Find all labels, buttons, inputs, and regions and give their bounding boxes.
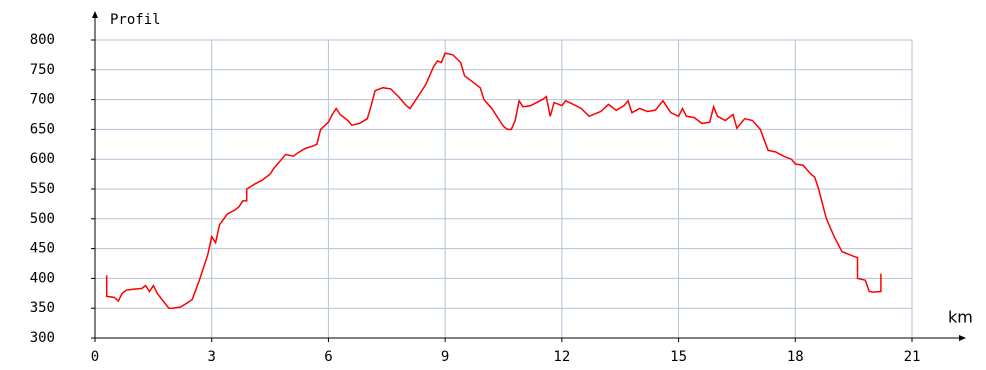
y-tick-label: 500 bbox=[30, 211, 55, 227]
x-tick-label: 9 bbox=[441, 349, 449, 365]
x-axis-arrow bbox=[959, 335, 966, 341]
x-tick-label: 12 bbox=[553, 349, 570, 365]
y-tick-label: 700 bbox=[30, 92, 55, 108]
y-tick-label: 300 bbox=[30, 330, 55, 346]
x-tick-label: 15 bbox=[670, 349, 687, 365]
y-tick-label: 400 bbox=[30, 270, 55, 286]
y-axis-label: Profil bbox=[110, 12, 161, 28]
y-tick-label: 550 bbox=[30, 181, 55, 197]
x-tick-label: 3 bbox=[207, 349, 215, 365]
x-tick-label: 21 bbox=[904, 349, 921, 365]
y-tick-label: 350 bbox=[30, 300, 55, 316]
x-tick-label: 6 bbox=[324, 349, 332, 365]
x-tick-label: 0 bbox=[91, 349, 99, 365]
y-tick-label: 750 bbox=[30, 62, 55, 78]
x-axis-label: km bbox=[948, 308, 973, 327]
y-tick-label: 450 bbox=[30, 241, 55, 257]
x-tick-label: 18 bbox=[787, 349, 804, 365]
y-tick-label: 800 bbox=[30, 32, 55, 48]
y-tick-label: 650 bbox=[30, 121, 55, 137]
y-tick-label: 600 bbox=[30, 151, 55, 167]
elevation-line bbox=[105, 52, 882, 309]
y-axis-arrow bbox=[92, 11, 98, 18]
